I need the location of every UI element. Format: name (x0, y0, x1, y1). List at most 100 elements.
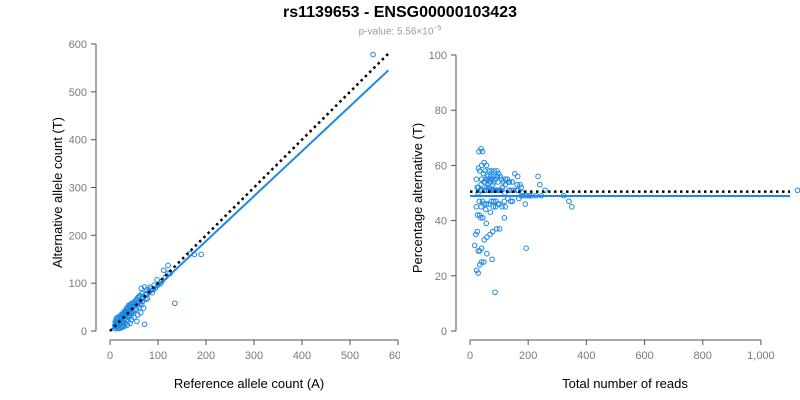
p-value-exponent: −5 (433, 25, 442, 32)
right-data-point (494, 168, 500, 174)
right-data-point (496, 170, 502, 177)
right-data-point (483, 162, 490, 169)
right-y-tick-label: 100 (429, 50, 447, 62)
left-y-tick-label: 400 (69, 135, 87, 147)
right-data-point (484, 176, 490, 182)
right-data-point (495, 187, 502, 194)
right-data-point (489, 256, 495, 263)
right-data-point (566, 198, 572, 205)
right-data-point (494, 173, 500, 180)
right-x-tick-label: 0 (467, 350, 473, 362)
right-data-point (491, 173, 497, 180)
right-data-point (473, 231, 479, 238)
right-data-point (491, 168, 497, 174)
right-data-point (484, 250, 490, 257)
right-data-point (488, 173, 494, 180)
right-data-point (502, 176, 508, 182)
right-data-point (502, 204, 508, 210)
right-data-point (482, 206, 489, 213)
percentage-alternative-scatter-plot: 0 200 400 600 800 1,000 0 20 40 60 80 100 Total numb… (410, 50, 800, 391)
right-x-tick-label: 200 (519, 350, 537, 362)
right-data-point (477, 215, 484, 221)
right-data-point (481, 179, 487, 185)
right-data-point (478, 181, 484, 188)
right-data-point (501, 215, 508, 221)
right-data-point (492, 289, 498, 296)
right-data-point (479, 148, 486, 155)
right-data-point (475, 270, 481, 276)
right-data-point (473, 176, 480, 182)
title-block: rs1139653 - ENSG00000103423 p-value: 5.5… (0, 3, 800, 38)
left-data-point (165, 262, 171, 269)
right-data-point (512, 170, 518, 177)
right-y-tick-label: 80 (435, 105, 447, 117)
right-data-point (471, 242, 478, 249)
right-data-point (542, 187, 548, 194)
left-x-tick-label: 0 (107, 350, 113, 362)
right-data-point (501, 198, 508, 205)
left-x-tick-label: 500 (341, 350, 359, 362)
right-data-point (496, 226, 503, 232)
right-data-point (487, 209, 494, 216)
right-data-point (478, 146, 484, 152)
left-x-axis-title: Reference allele count (A) (174, 376, 324, 391)
left-data-point (143, 287, 150, 293)
right-data-point (484, 184, 490, 191)
right-data-point (794, 187, 800, 194)
right-data-point (479, 187, 485, 194)
right-data-point (493, 198, 499, 205)
right-data-point (514, 173, 521, 180)
left-data-point (370, 51, 376, 58)
right-data-point (483, 201, 490, 207)
right-data-point (480, 215, 486, 221)
left-data-point (136, 293, 143, 300)
right-data-point (473, 267, 480, 274)
right-data-point (476, 168, 483, 174)
right-data-point (535, 173, 541, 180)
right-data-point (517, 181, 523, 188)
right-x-tick-label: 1,000 (747, 350, 775, 362)
left-data-point (134, 318, 140, 325)
right-data-point (508, 187, 515, 194)
right-data-point (475, 248, 481, 254)
right-y-tick-label: 0 (441, 326, 447, 338)
right-data-point (493, 226, 500, 232)
right-data-point (491, 179, 497, 185)
allele-count-scatter-plot: 0 100 200 300 400 500 600 0 100 200 300 400 500 600 Re… (50, 39, 400, 391)
right-data-point (476, 212, 483, 218)
left-data-point (141, 321, 148, 328)
right-data-point (482, 168, 488, 174)
right-data-point (473, 204, 480, 210)
right-data-point (486, 168, 492, 174)
right-data-point (474, 212, 481, 218)
right-data-point (474, 228, 481, 235)
right-data-point (569, 204, 575, 210)
right-data-point (478, 245, 485, 251)
left-data-point (130, 299, 137, 306)
right-data-point (486, 176, 492, 182)
right-data-point (490, 198, 497, 205)
left-reference-line (109, 52, 390, 332)
left-x-tick-label: 400 (293, 350, 311, 362)
right-data-point (509, 179, 515, 185)
right-data-point (498, 176, 505, 182)
left-x-tick-label: 300 (245, 350, 263, 362)
right-x-tick-label: 400 (577, 350, 595, 362)
right-x-axis-title: Total number of reads (562, 376, 688, 391)
chart-title: rs1139653 - ENSG00000103423 (283, 4, 517, 21)
right-data-point (518, 184, 524, 191)
right-data-point (495, 179, 501, 185)
left-data-point (133, 296, 140, 303)
left-y-axis-title: Alternative allele count (T) (50, 117, 65, 268)
right-data-point (507, 198, 514, 205)
left-data-point (160, 267, 167, 274)
right-y-tick-label: 40 (435, 216, 447, 228)
right-data-point (487, 231, 493, 238)
left-y-tick-label: 200 (69, 230, 87, 242)
right-data-point (499, 184, 506, 191)
left-data-point (172, 300, 178, 307)
left-x-tick-label: 100 (149, 350, 167, 362)
right-data-point (504, 176, 511, 182)
right-data-point (522, 201, 529, 207)
left-data-point (139, 290, 145, 297)
